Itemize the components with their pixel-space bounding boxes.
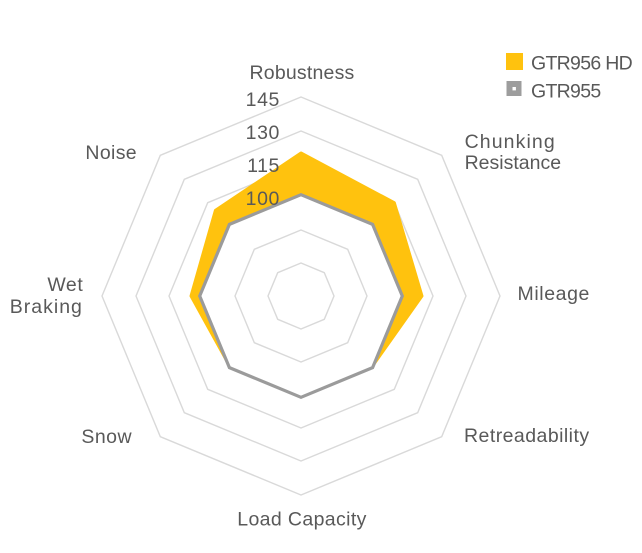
svg-text:GTR955: GTR955 [531, 81, 601, 103]
svg-text:Snow: Snow [81, 426, 132, 448]
svg-text:GTR956 HD: GTR956 HD [531, 53, 633, 75]
svg-text:Chunking: Chunking [465, 131, 556, 153]
svg-text:100: 100 [246, 188, 280, 210]
svg-text:Load Capacity: Load Capacity [237, 509, 366, 531]
svg-text:Mileage: Mileage [518, 283, 591, 305]
svg-text:130: 130 [246, 122, 280, 144]
svg-text:Noise: Noise [85, 142, 137, 164]
svg-text:Resistance: Resistance [465, 152, 561, 174]
svg-text:Robustness: Robustness [250, 62, 355, 84]
svg-text:115: 115 [247, 155, 280, 177]
svg-text:Wet: Wet [47, 274, 83, 296]
svg-text:Retreadability: Retreadability [464, 425, 590, 447]
svg-text:Braking: Braking [10, 296, 83, 318]
svg-text:145: 145 [246, 89, 280, 111]
